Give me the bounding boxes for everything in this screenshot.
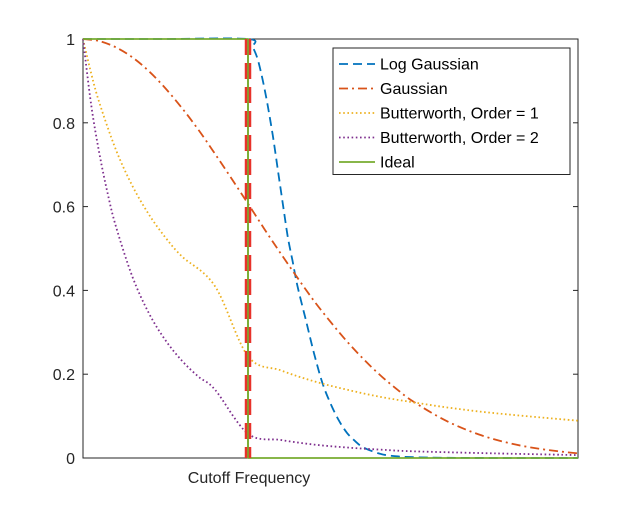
series-line-gaussian [82, 38, 579, 455]
legend-entry-label: Log Gaussian [380, 57, 479, 74]
legend-entry-label: Ideal [380, 155, 415, 172]
y-tick-label: 0.8 [53, 116, 75, 133]
legend-entry-label: Butterworth, Order = 2 [380, 130, 539, 147]
y-tick-label: 1 [66, 32, 75, 49]
legend: Log Gaussian Gaussian Butterworth, Order =… [332, 47, 571, 175]
y-tick-label: 0.4 [53, 283, 75, 300]
y-tick-label: 0.2 [53, 367, 75, 384]
series-line-butterworth-order-2 [82, 38, 579, 456]
legend-box [332, 47, 571, 175]
legend-entry-label: Gaussian [380, 81, 448, 98]
y-tick-label: 0 [66, 451, 75, 468]
y-tick-label: 0.6 [53, 200, 75, 217]
legend-entry-label: Butterworth, Order = 1 [380, 106, 539, 123]
series-line-log-gaussian [82, 37, 578, 459]
plot-area: 0 0.2 0.4 0.6 0.8 1 [53, 32, 579, 468]
x-axis-label: Cutoff Frequency [188, 470, 310, 487]
